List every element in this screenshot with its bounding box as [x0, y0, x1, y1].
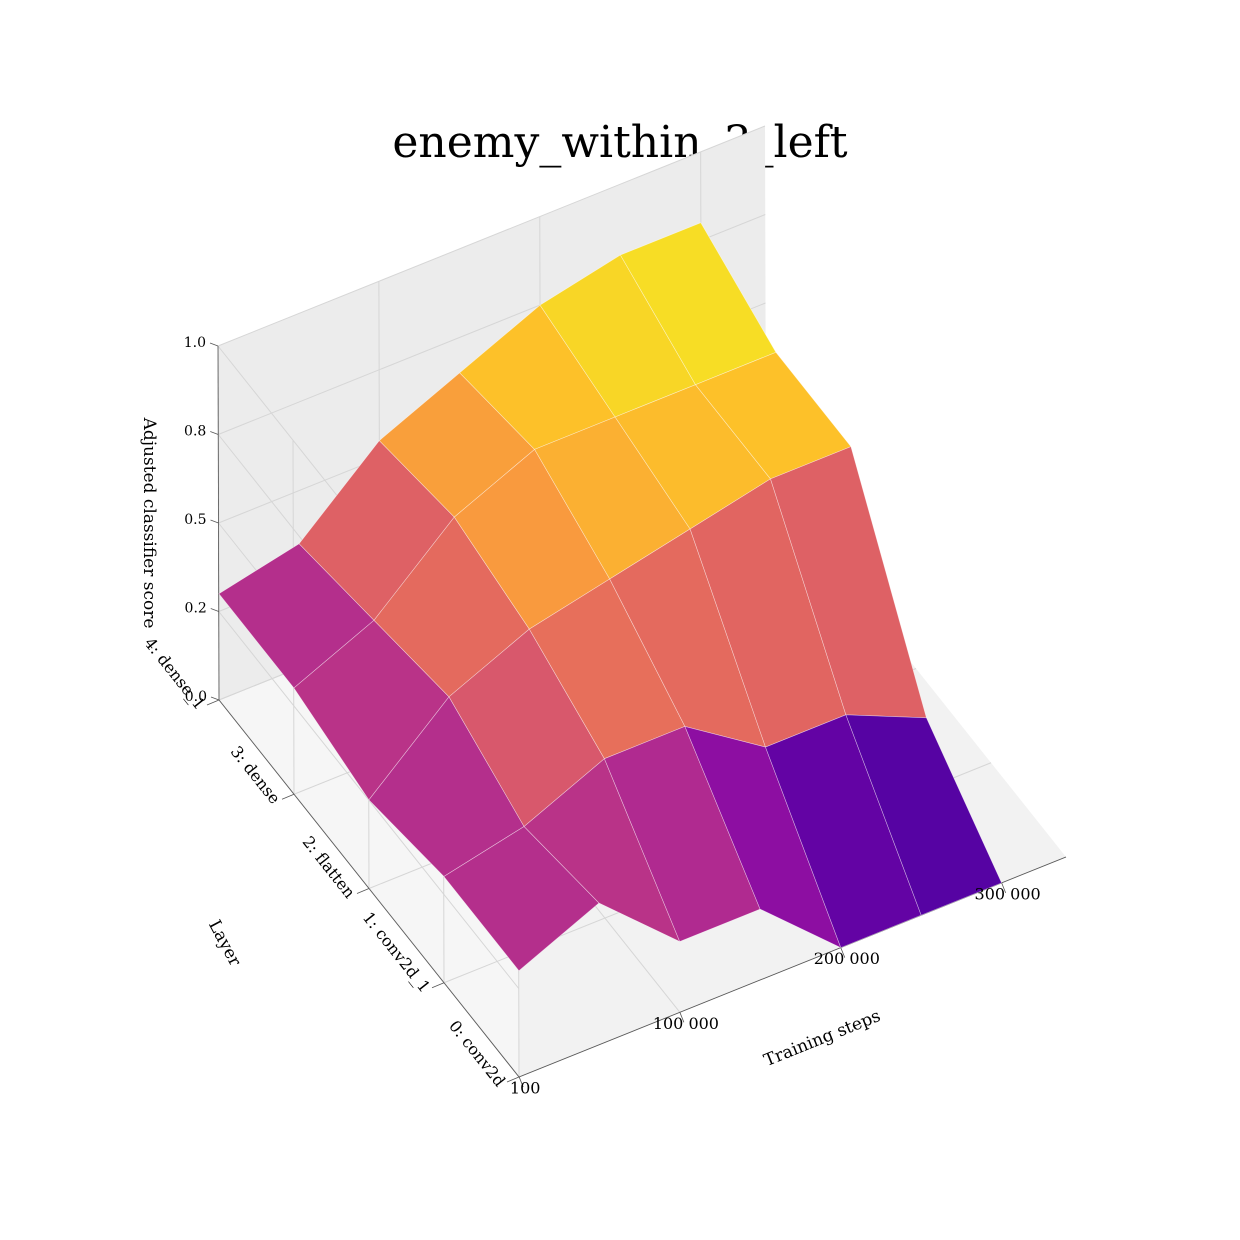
z-tick-mark [210, 696, 220, 701]
x-tick-mark [840, 947, 846, 958]
x-tick-label: 200 000 [814, 949, 880, 968]
surface [218, 222, 1003, 972]
z-tick-mark [210, 431, 219, 435]
y-tick-mark [506, 1076, 520, 1083]
z-tick-label: 0.5 [184, 512, 206, 528]
surface-face-l0-s5 [845, 714, 1003, 916]
z-tick-mark [209, 342, 219, 347]
x-tick-mark [679, 1012, 685, 1023]
y-tick-mark [431, 982, 445, 989]
z-axis-label: Adjusted classifier score [139, 417, 159, 629]
x-tick-mark [518, 1076, 524, 1088]
x-axis-label: Training steps [761, 1006, 883, 1071]
y-tick-mark [356, 888, 370, 894]
z-tick-label: 0.0 [185, 689, 207, 705]
x-tick-label: 100 000 [653, 1014, 719, 1033]
z-tick-mark [210, 608, 219, 612]
chart-title: enemy_within_3_left [392, 117, 848, 168]
z-tick-mark [210, 519, 219, 524]
y-tick-mark [206, 699, 220, 706]
z-tick-label: 1.0 [184, 335, 206, 351]
z-tick-label: 0.8 [184, 424, 206, 440]
x-tick-label: 100 [510, 1078, 541, 1097]
z-tick-label: 0.2 [185, 601, 207, 617]
x-tick-label: 300 000 [975, 884, 1041, 903]
y-tick-mark [281, 793, 295, 800]
grid-line-z [217, 125, 766, 347]
x-tick-mark [1001, 882, 1007, 894]
y-axis-label: Layer [204, 917, 245, 971]
